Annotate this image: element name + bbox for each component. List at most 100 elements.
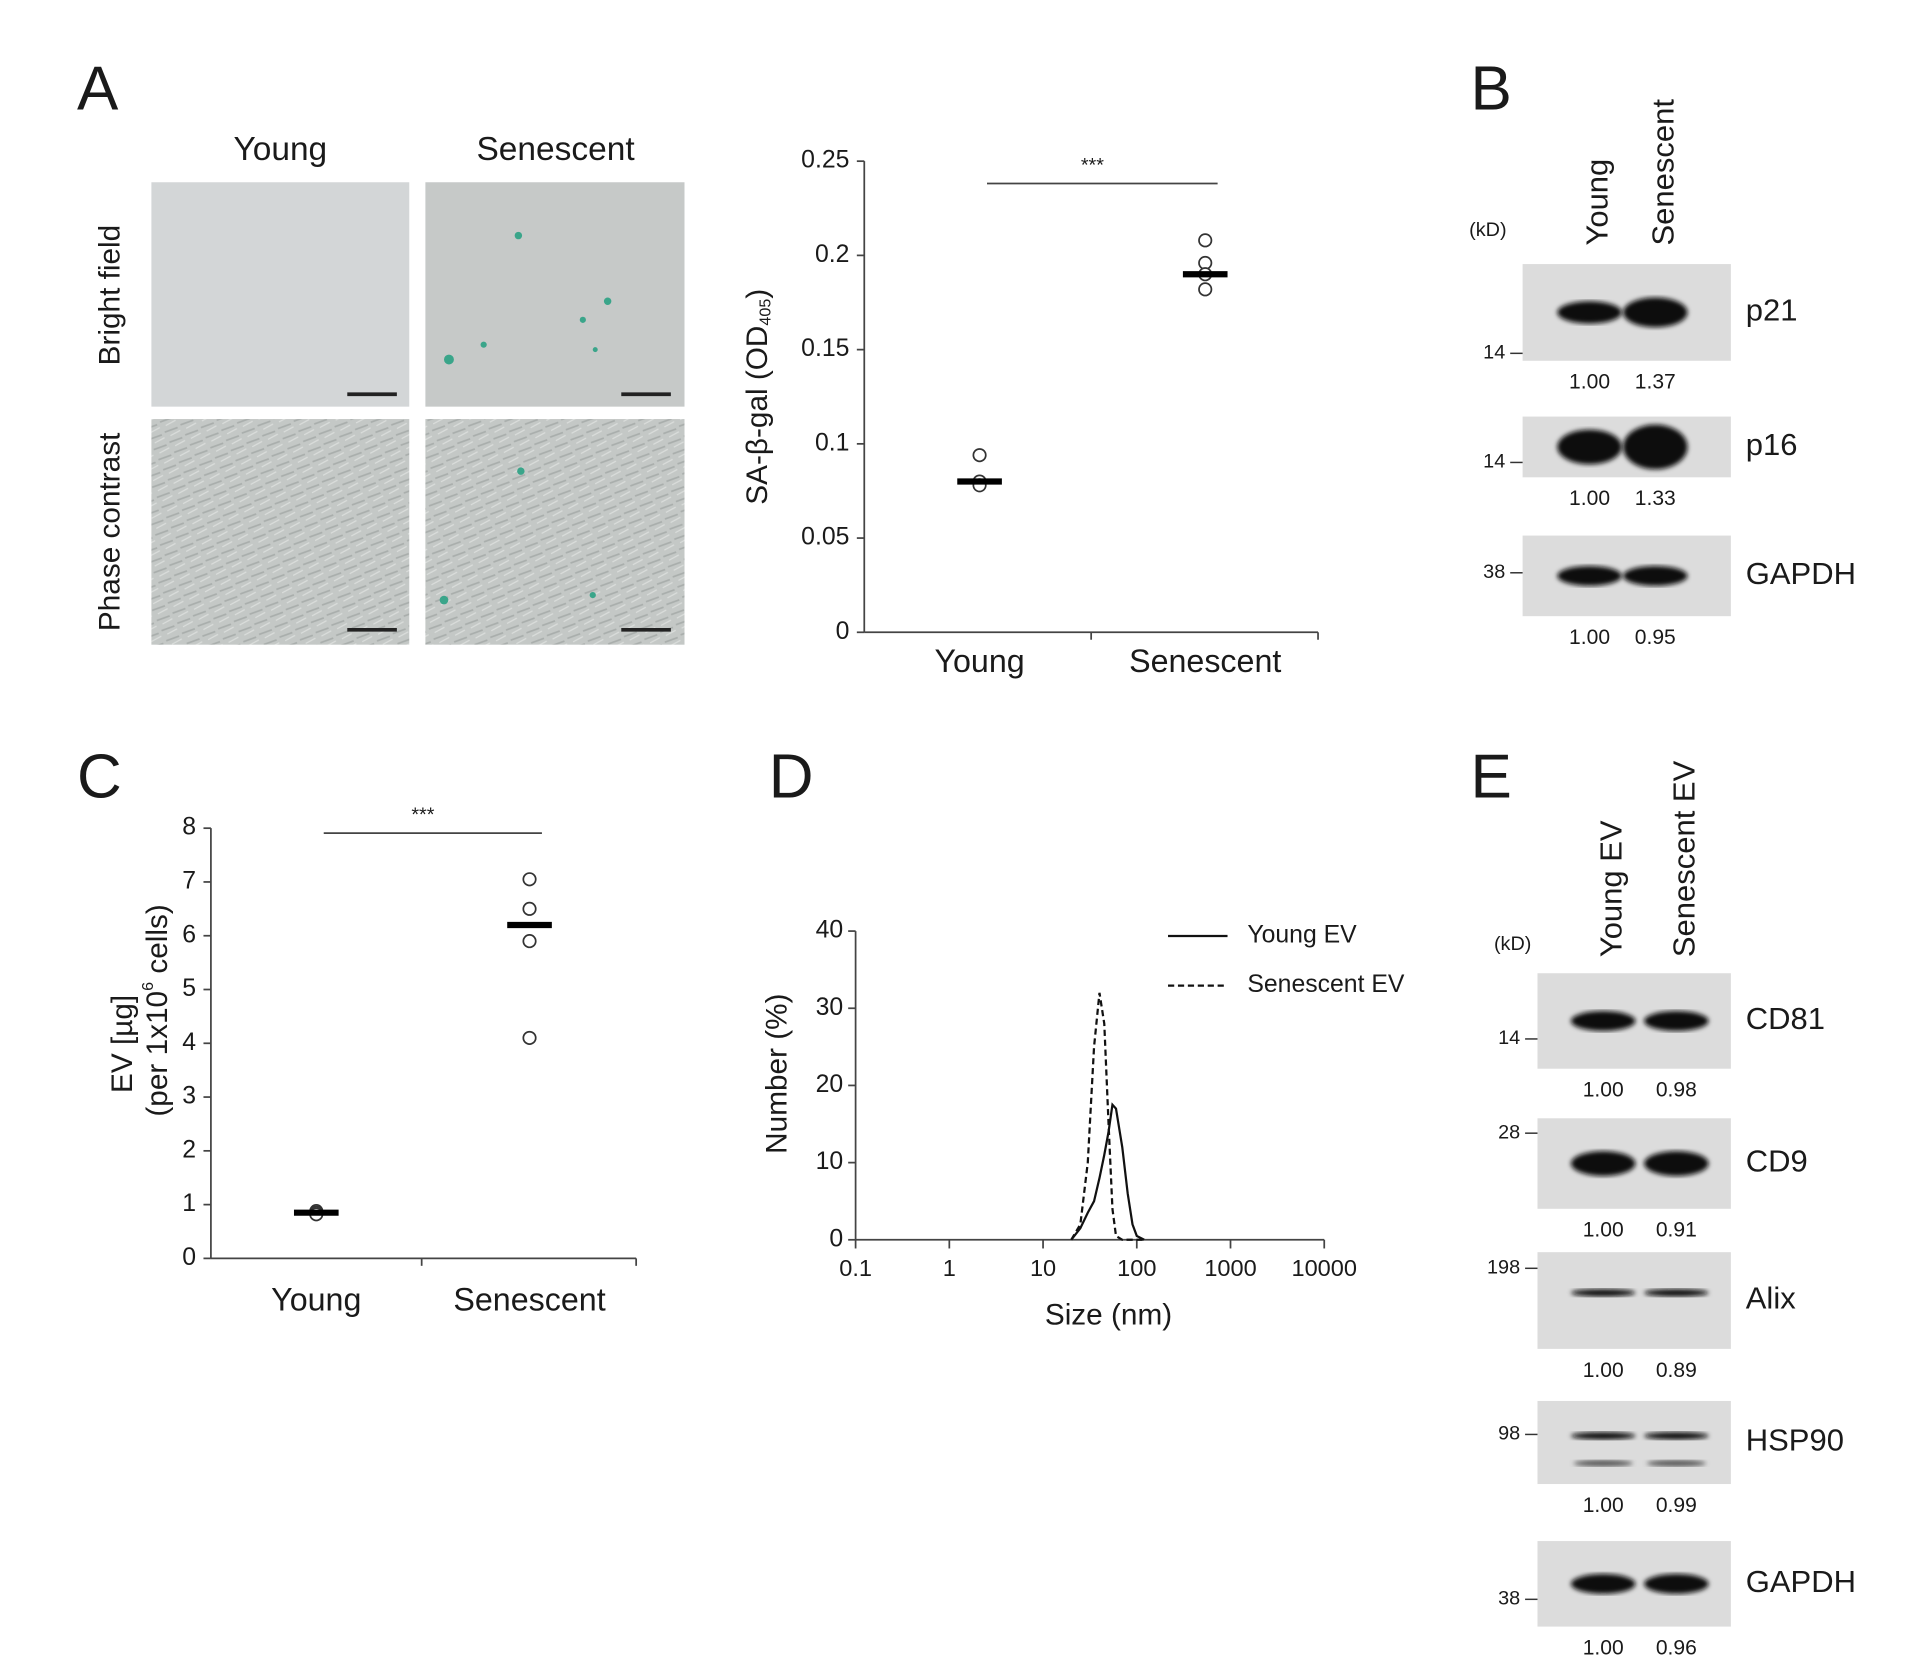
lane-label: Senescent EV [1666,760,1701,957]
y-tick-label: 2 [182,1136,196,1163]
marker-label: 38 [1483,561,1505,583]
data-point [1198,282,1213,297]
panel-label: C [77,742,122,811]
panel-label: B [1471,54,1512,123]
y-axis-label: (per 1x10 [141,991,174,1117]
panel-label: A [77,54,119,123]
quantification: 1.00 [1583,1219,1624,1242]
quantification: 1.00 [1569,626,1610,649]
blot-band [1623,297,1688,328]
quantification: 1.00 [1583,1079,1624,1102]
column-label: Senescent [476,131,635,168]
quantification: 1.33 [1635,487,1676,510]
x-tick-label: 0.1 [839,1255,872,1281]
blot-band [1644,1573,1709,1594]
x-tick-label: Senescent [1129,643,1281,679]
lane-label: Young EV [1593,820,1628,957]
blot-band [1570,1432,1636,1440]
y-tick-label: 3 [182,1083,196,1110]
protein-label: Alix [1746,1281,1796,1316]
significance-label: *** [411,804,434,826]
legend-label: Young EV [1247,922,1357,949]
quantification: 0.96 [1656,1636,1697,1659]
x-tick-label: Young [934,643,1024,679]
x-tick-label: 10000 [1291,1255,1356,1281]
data-point [522,901,537,916]
data-point [1198,233,1213,248]
y-axis-label: cells) [141,904,174,982]
quantification: 1.00 [1583,1636,1624,1659]
kd-label: (kD) [1494,933,1531,955]
x-tick-label: 10 [1030,1255,1056,1281]
marker-label: 14 [1483,451,1505,473]
quantification: 0.99 [1656,1494,1697,1517]
data-point [522,1030,537,1045]
y-tick-label: 5 [182,975,196,1002]
y-axis-label: SA-β-gal (OD [741,326,774,505]
data-point [522,934,537,949]
y-tick-label: 0 [836,618,850,645]
y-axis-label-sub: 405 [757,299,775,326]
blot-band [1573,1460,1633,1467]
quantification: 1.00 [1569,487,1610,510]
y-tick-label: 1 [182,1190,196,1217]
y-tick-label: 0 [182,1244,196,1271]
y-axis-label: EV [µg] [106,995,139,1093]
lane-label: Senescent [1645,99,1680,246]
x-axis-label: Size (nm) [1045,1299,1172,1332]
significance-label: *** [1081,154,1104,176]
marker-label: 38 [1498,1588,1520,1610]
protein-label: HSP90 [1746,1423,1844,1458]
legend-label: Senescent EV [1247,971,1405,998]
y-axis-label-sup: 6 [139,982,157,991]
panel-label: D [769,742,814,811]
blot-band [1644,1151,1709,1176]
micrographs [151,182,685,645]
x-tick-label: Young [271,1281,361,1317]
y-tick-label: 10 [816,1148,844,1175]
protein-label: GAPDH [1746,556,1856,591]
blot-band [1623,424,1688,470]
blot-band [1557,301,1622,324]
y-tick-label: 40 [816,917,844,944]
y-tick-label: 30 [816,994,844,1021]
blot-band [1570,1573,1636,1594]
y-tick-label: 7 [182,868,196,895]
blot-band [1646,1460,1707,1467]
protein-label: CD81 [1746,1001,1825,1036]
quantification: 0.95 [1635,626,1676,649]
marker-label: 14 [1483,342,1505,364]
y-tick-label: 4 [182,1029,196,1056]
marker-label: 98 [1498,1423,1520,1445]
panel-label: E [1471,742,1512,811]
protein-label: GAPDH [1746,1564,1856,1599]
quantification: 1.00 [1583,1359,1624,1382]
x-tick-label: 1000 [1204,1255,1256,1281]
y-tick-label: 0.15 [801,335,849,362]
row-label: Bright field [94,225,127,366]
data-point [972,448,987,463]
y-tick-label: 20 [816,1071,844,1098]
marker-label: 28 [1498,1121,1520,1143]
y-tick-label: 8 [182,814,196,841]
y-axis-label: (per 1x106 cells) [139,904,174,1116]
y-tick-label: 0.05 [801,524,849,551]
y-axis-label: ) [741,289,774,299]
marker-label: 198 [1487,1257,1520,1279]
data-point [522,872,537,887]
x-tick-label: 1 [943,1255,956,1281]
protein-label: CD9 [1746,1144,1808,1179]
lane-label: Young [1580,159,1615,246]
quantification: 1.37 [1635,371,1676,394]
y-tick-label: 0.1 [815,429,849,456]
blot-band [1644,1011,1709,1031]
quantification: 0.89 [1656,1359,1697,1382]
blot-band [1644,1432,1709,1440]
blot-background [1537,1252,1731,1349]
blot-band [1570,1289,1636,1297]
protein-label: p21 [1746,293,1798,328]
blot-background [1537,1400,1731,1485]
blot-band [1557,565,1622,586]
y-tick-label: 0 [829,1225,843,1252]
